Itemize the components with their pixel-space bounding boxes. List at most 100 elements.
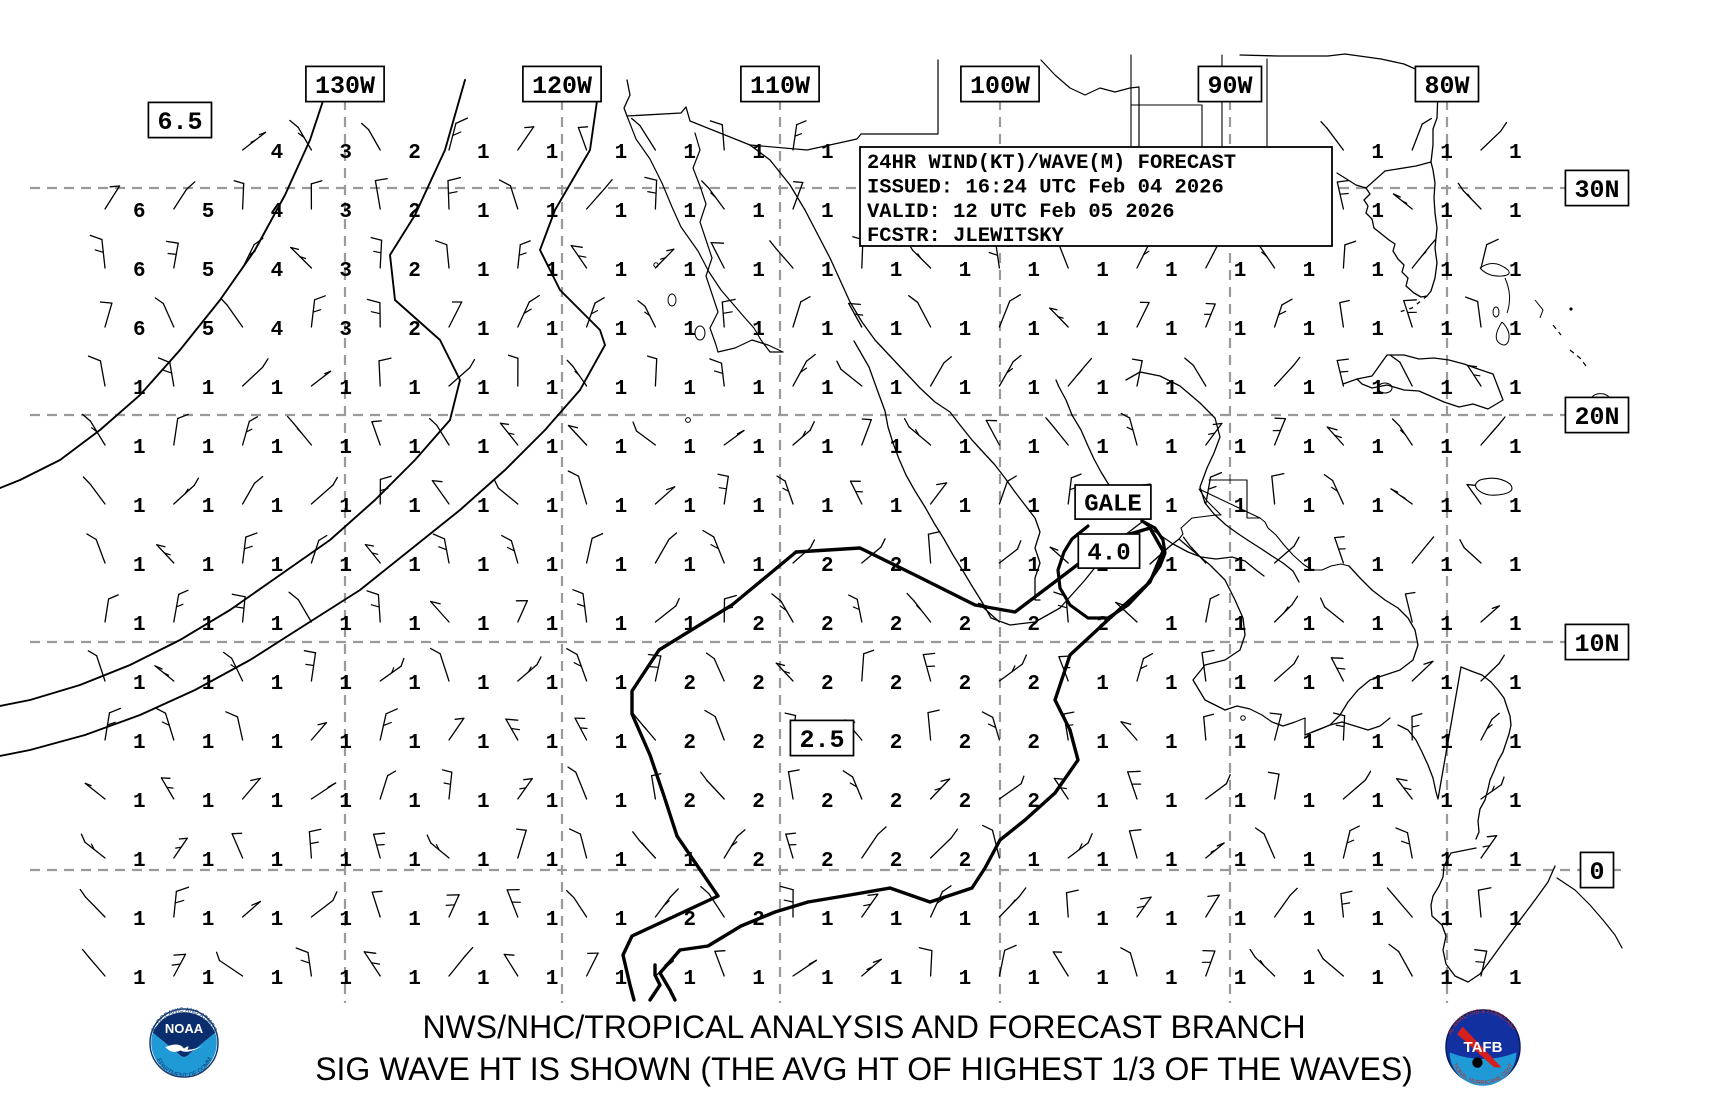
svg-text:1: 1 [1303,673,1316,696]
svg-text:2: 2 [752,909,765,932]
svg-text:1: 1 [615,437,628,460]
svg-text:1: 1 [1096,850,1109,873]
svg-text:1: 1 [1303,555,1316,578]
svg-text:1: 1 [271,614,284,637]
svg-text:3: 3 [339,319,352,342]
svg-text:1: 1 [1303,614,1316,637]
svg-text:1: 1 [339,437,352,460]
svg-text:1: 1 [477,142,490,165]
svg-text:1: 1 [821,437,834,460]
svg-text:1: 1 [477,437,490,460]
svg-text:3: 3 [339,142,352,165]
svg-text:1: 1 [683,260,696,283]
svg-text:2: 2 [959,673,972,696]
svg-text:1: 1 [1096,378,1109,401]
svg-text:2: 2 [683,732,696,755]
svg-text:1: 1 [1165,791,1178,814]
svg-text:1: 1 [271,850,284,873]
svg-text:2: 2 [890,614,903,637]
svg-text:1: 1 [408,732,421,755]
svg-text:1: 1 [546,614,559,637]
svg-text:1: 1 [1234,555,1247,578]
svg-text:1: 1 [1440,201,1453,224]
svg-text:2: 2 [752,791,765,814]
svg-text:1: 1 [1371,496,1384,519]
svg-text:24HR WIND(KT)/WAVE(M) FORECAS: 24HR WIND(KT)/WAVE(M) FORECAST [867,152,1236,175]
svg-text:1: 1 [1165,437,1178,460]
svg-text:1: 1 [546,319,559,342]
svg-text:1: 1 [1509,319,1522,342]
svg-text:2: 2 [752,673,765,696]
svg-text:2: 2 [821,850,834,873]
svg-text:2: 2 [821,614,834,637]
svg-text:1: 1 [1303,732,1316,755]
svg-text:1: 1 [1509,555,1522,578]
svg-text:1: 1 [821,260,834,283]
svg-text:1: 1 [133,968,146,991]
svg-text:1: 1 [1234,496,1247,519]
svg-text:10N: 10N [1574,630,1619,659]
svg-text:1: 1 [271,378,284,401]
svg-text:1: 1 [1234,732,1247,755]
svg-text:1: 1 [477,732,490,755]
svg-text:1: 1 [1440,909,1453,932]
svg-text:1: 1 [1371,909,1384,932]
svg-text:1: 1 [133,673,146,696]
svg-text:1: 1 [271,555,284,578]
svg-text:1: 1 [1509,496,1522,519]
svg-text:1: 1 [1096,791,1109,814]
svg-text:1: 1 [959,319,972,342]
svg-text:1: 1 [1165,496,1178,519]
svg-text:1: 1 [615,732,628,755]
svg-text:1: 1 [1371,555,1384,578]
svg-text:1: 1 [546,201,559,224]
svg-text:2: 2 [683,673,696,696]
svg-text:1: 1 [546,142,559,165]
svg-text:2: 2 [408,319,421,342]
svg-text:120W: 120W [532,72,592,101]
svg-text:1: 1 [1027,850,1040,873]
svg-text:20N: 20N [1574,403,1619,432]
svg-text:1: 1 [202,614,215,637]
svg-text:1: 1 [1303,909,1316,932]
svg-text:FCSTR: JLEWITSKY: FCSTR: JLEWITSKY [867,225,1065,248]
svg-text:1: 1 [546,850,559,873]
svg-text:1: 1 [752,260,765,283]
svg-text:VALID: 12 UTC Feb 05 2026: VALID: 12 UTC Feb 05 2026 [867,201,1175,224]
svg-text:SIG WAVE HT IS SHOWN (THE AVG: SIG WAVE HT IS SHOWN (THE AVG HT OF HIGH… [315,1051,1413,1087]
svg-text:1: 1 [1234,968,1247,991]
svg-text:1: 1 [752,378,765,401]
svg-text:1: 1 [339,968,352,991]
svg-text:2: 2 [1027,732,1040,755]
svg-text:1: 1 [1165,555,1178,578]
svg-text:4: 4 [271,260,284,283]
svg-text:1: 1 [683,614,696,637]
svg-text:1: 1 [1509,673,1522,696]
svg-text:1: 1 [683,437,696,460]
svg-text:1: 1 [1165,614,1178,637]
svg-text:1: 1 [1509,732,1522,755]
svg-text:2: 2 [959,850,972,873]
svg-text:1: 1 [1440,850,1453,873]
svg-text:1: 1 [890,378,903,401]
svg-text:1: 1 [890,909,903,932]
svg-text:4: 4 [271,142,284,165]
svg-text:1: 1 [615,142,628,165]
svg-text:1: 1 [477,850,490,873]
svg-text:6: 6 [133,260,146,283]
svg-text:90W: 90W [1207,72,1252,101]
svg-text:1: 1 [1509,614,1522,637]
svg-text:1: 1 [1027,319,1040,342]
svg-text:1: 1 [752,496,765,519]
svg-text:1: 1 [1165,378,1178,401]
svg-text:1: 1 [202,437,215,460]
svg-text:1: 1 [615,378,628,401]
svg-text:1: 1 [339,614,352,637]
svg-text:1: 1 [1234,260,1247,283]
svg-text:1: 1 [408,673,421,696]
svg-text:1: 1 [1440,142,1453,165]
svg-text:1: 1 [339,909,352,932]
svg-text:3: 3 [339,201,352,224]
svg-text:1: 1 [271,496,284,519]
svg-text:1: 1 [202,732,215,755]
